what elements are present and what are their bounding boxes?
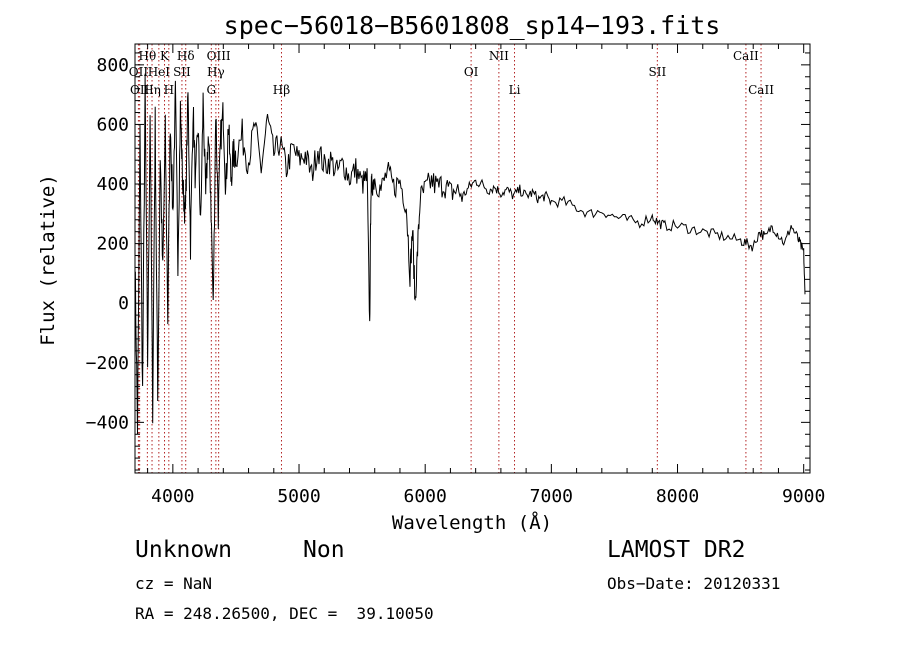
y-tick-label: −400 (86, 412, 129, 433)
spectral-line-label: Hγ (207, 65, 225, 79)
y-tick-label: 200 (96, 234, 129, 255)
chart-title: spec−56018−B5601808_sp14−193.fits (224, 11, 721, 40)
object-subclass: Non (303, 537, 345, 563)
x-tick-label: 9000 (782, 486, 825, 507)
survey-name: LAMOST DR2 (607, 537, 746, 563)
object-class: Unknown (135, 537, 232, 563)
y-tick-label: 400 (96, 174, 129, 195)
spectral-line-label: Li (509, 83, 521, 97)
x-tick-label: 6000 (404, 486, 447, 507)
x-tick-label: 8000 (656, 486, 699, 507)
spectral-line-label: OII (129, 65, 149, 79)
y-tick-label: 0 (118, 293, 129, 314)
spectral-line-label: CaII (733, 49, 759, 63)
y-tick-label: 800 (96, 55, 129, 76)
sky-coordinates: RA = 248.26500, DEC = 39.10050 (135, 604, 434, 623)
spectral-line-label: G (207, 83, 217, 97)
axes: 4000 5000 6000 7000 8000 9000 −400 −200 0 200 400 6… (86, 44, 825, 507)
spectral-line-label: HeI (148, 65, 171, 79)
y-tick-label: −200 (86, 353, 129, 374)
spectral-line-label: SII (648, 65, 666, 79)
spectral-line-label: SII (173, 65, 191, 79)
plot-frame (134, 43, 811, 474)
spectral-line-label: K (160, 49, 170, 63)
spectral-line-label: Hδ (177, 49, 195, 63)
redshift-cz: cz = NaN (135, 574, 213, 593)
spectral-line-label: OIII (207, 49, 231, 63)
x-axis-label: Wavelength (Å) (392, 511, 552, 534)
y-axis-label: Flux (relative) (37, 174, 59, 346)
spectral-line-label: Hη (143, 83, 161, 97)
spectral-line-label: Hβ (273, 83, 290, 97)
spectral-line-label: CaII (748, 83, 774, 97)
y-tick-label: 600 (96, 114, 129, 135)
spectral-line-label: OI (464, 65, 479, 79)
spectral-line-label: Hθ (139, 49, 157, 63)
x-tick-label: 4000 (151, 486, 194, 507)
spectral-line-label: H (164, 83, 174, 97)
observation-date: Obs−Date: 20120331 (607, 574, 781, 593)
x-tick-label: 7000 (530, 486, 573, 507)
x-tick-label: 5000 (277, 486, 320, 507)
spectrum-line (134, 73, 806, 435)
spectral-line-label: NII (489, 49, 509, 63)
